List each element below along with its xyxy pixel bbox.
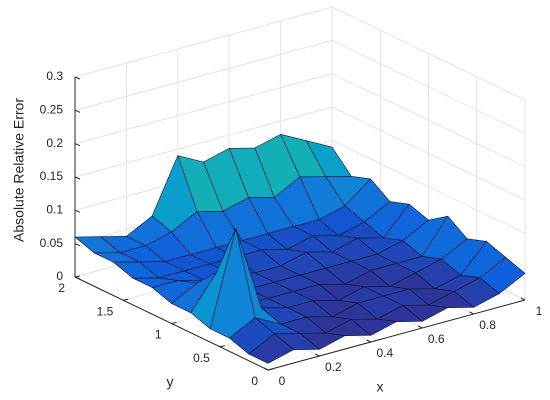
y-tick-label: 0.5: [193, 351, 210, 365]
z-tick: [74, 109, 81, 113]
grid-line: [74, 106, 333, 178]
grid-line: [74, 6, 333, 78]
x-tick-label: 0.4: [376, 346, 393, 360]
z-tick-label: 0: [56, 269, 63, 283]
grid-line: [331, 73, 526, 168]
z-tick: [74, 76, 81, 80]
z-tick: [74, 176, 81, 180]
x-axis-label: x: [377, 379, 384, 395]
z-tick-label: 0.1: [46, 203, 63, 217]
z-tick: [74, 143, 81, 147]
grid-line: [74, 73, 333, 145]
x-tick-label: 1: [536, 304, 543, 318]
grid-line: [331, 39, 526, 134]
x-tick-label: 0: [279, 374, 286, 388]
y-tick: [171, 322, 177, 324]
x-tick-label: 0.2: [325, 360, 342, 374]
grid-line: [331, 6, 526, 101]
axis-line: [267, 299, 526, 371]
surface-patch: [248, 333, 295, 364]
x-tick: [520, 297, 526, 301]
z-tick: [74, 276, 81, 280]
grid-line: [74, 39, 333, 111]
z-tick-label: 0.05: [40, 236, 64, 250]
x-tick-label: 0.6: [428, 332, 445, 346]
x-tick: [366, 339, 372, 343]
z-axis-label: Absolute Relative Error: [11, 98, 27, 242]
y-tick: [267, 368, 274, 371]
y-tick: [123, 298, 129, 301]
z-tick: [74, 243, 81, 247]
y-tick-label: 2: [58, 281, 65, 295]
z-tick-label: 0.3: [46, 69, 63, 83]
x-tick: [263, 367, 269, 371]
y-tick-label: 0: [251, 374, 258, 388]
y-axis-label: y: [167, 374, 174, 390]
y-tick: [219, 345, 225, 348]
x-tick-label: 0.8: [479, 318, 496, 332]
z-tick-label: 0.2: [46, 136, 63, 150]
z-tick-label: 0.15: [40, 169, 64, 183]
y-tick-label: 1: [155, 328, 162, 342]
z-tick-label: 0.25: [40, 103, 64, 117]
z-tick: [74, 209, 81, 213]
x-tick: [469, 311, 474, 315]
grid-line: [331, 139, 526, 234]
y-tick-label: 1.5: [97, 304, 114, 318]
grid-line: [331, 106, 526, 201]
x-tick: [315, 353, 320, 357]
x-tick: [417, 325, 423, 329]
